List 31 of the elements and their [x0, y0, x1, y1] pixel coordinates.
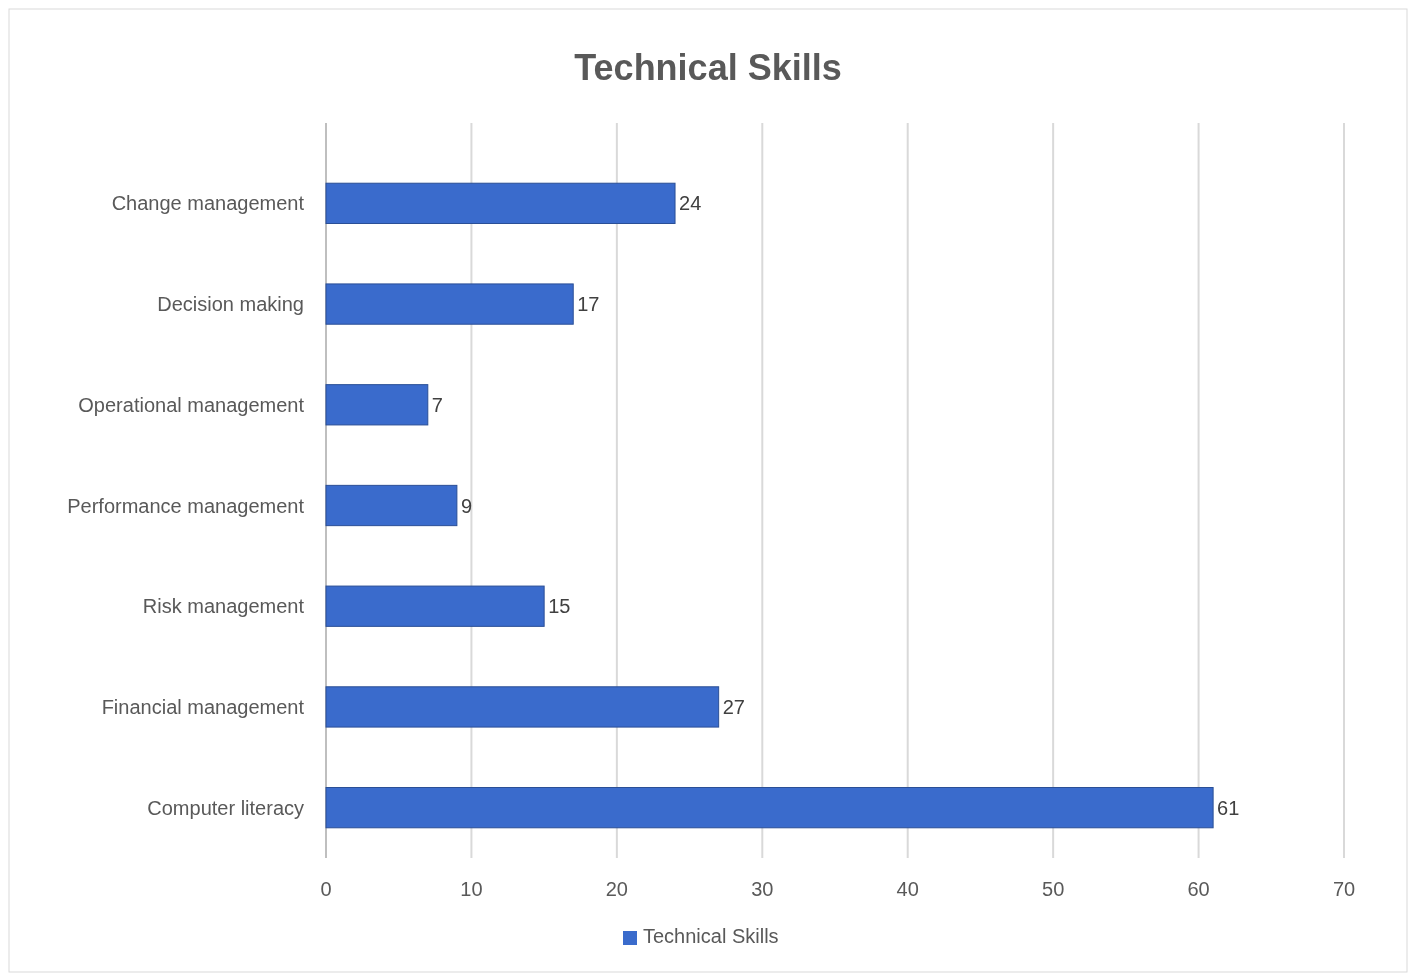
- y-tick-label: Decision making: [157, 293, 304, 316]
- x-tick-label: 30: [751, 878, 774, 900]
- bar: [325, 182, 676, 224]
- chart-title: Technical Skills: [574, 47, 842, 88]
- bar: [325, 484, 458, 527]
- bar: [325, 283, 574, 325]
- legend-label: Technical Skills: [643, 925, 779, 947]
- x-tick-label: 70: [1332, 878, 1356, 900]
- x-tick-label: 20: [605, 878, 628, 900]
- y-tick-label: Performance management: [67, 494, 305, 517]
- x-tick-label: 0: [320, 878, 332, 900]
- x-tick-label: 10: [460, 878, 483, 900]
- data-label: 27: [722, 695, 745, 718]
- data-label: 7: [431, 393, 443, 416]
- y-tick-label: Financial management: [101, 695, 305, 718]
- bar: [325, 585, 545, 627]
- y-tick-label: Change management: [111, 192, 305, 215]
- data-label: 17: [577, 293, 600, 316]
- x-tick-label: 60: [1187, 878, 1210, 900]
- data-label: 9: [460, 494, 473, 517]
- data-label: 24: [679, 192, 702, 215]
- bar: [325, 787, 1214, 829]
- bar: [325, 384, 429, 426]
- y-tick-label: Operational management: [78, 393, 305, 416]
- bar: [325, 686, 720, 728]
- data-label: 61: [1217, 796, 1240, 819]
- x-tick-label: 50: [1042, 878, 1065, 900]
- y-tick-label: Computer literacy: [147, 796, 304, 819]
- y-tick-label: Risk management: [142, 595, 305, 618]
- data-label: 15: [548, 595, 571, 618]
- x-tick-label: 40: [896, 878, 919, 900]
